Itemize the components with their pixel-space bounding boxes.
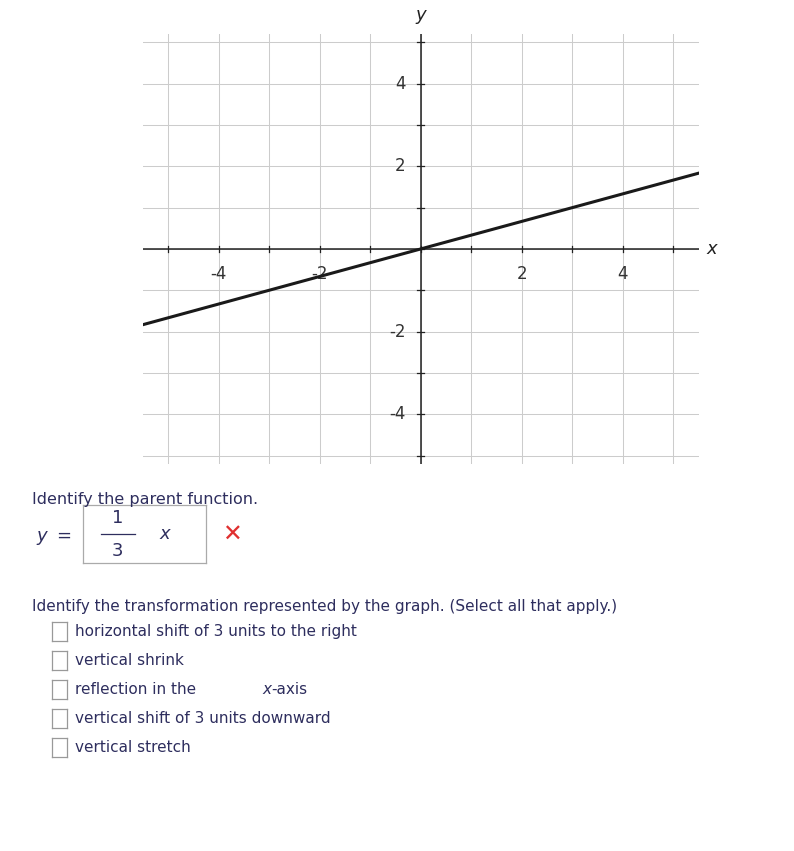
Text: x: x [160,525,170,544]
Text: 4: 4 [618,266,628,283]
Text: -2: -2 [389,323,406,340]
Text: -2: -2 [311,266,328,283]
Text: ✕: ✕ [222,523,242,546]
Text: Identify the parent function.: Identify the parent function. [32,492,258,507]
Text: vertical shift of 3 units downward: vertical shift of 3 units downward [75,711,331,726]
Text: -axis: -axis [271,682,306,697]
Text: 3: 3 [112,541,124,560]
Text: $y\ =$: $y\ =$ [36,528,71,547]
Text: x: x [707,240,717,258]
Text: y: y [415,6,426,24]
Text: Identify the transformation represented by the graph. (Select all that apply.): Identify the transformation represented … [32,599,617,614]
Text: -4: -4 [210,266,227,283]
Text: x: x [262,682,271,697]
Text: horizontal shift of 3 units to the right: horizontal shift of 3 units to the right [75,624,357,639]
Text: 2: 2 [517,266,527,283]
Text: vertical shrink: vertical shrink [75,653,184,668]
Text: 2: 2 [395,157,406,175]
Text: 4: 4 [395,75,406,93]
Text: vertical stretch: vertical stretch [75,740,191,755]
Text: reflection in the: reflection in the [75,682,202,697]
Text: 1: 1 [112,509,124,528]
Text: -4: -4 [389,405,406,423]
